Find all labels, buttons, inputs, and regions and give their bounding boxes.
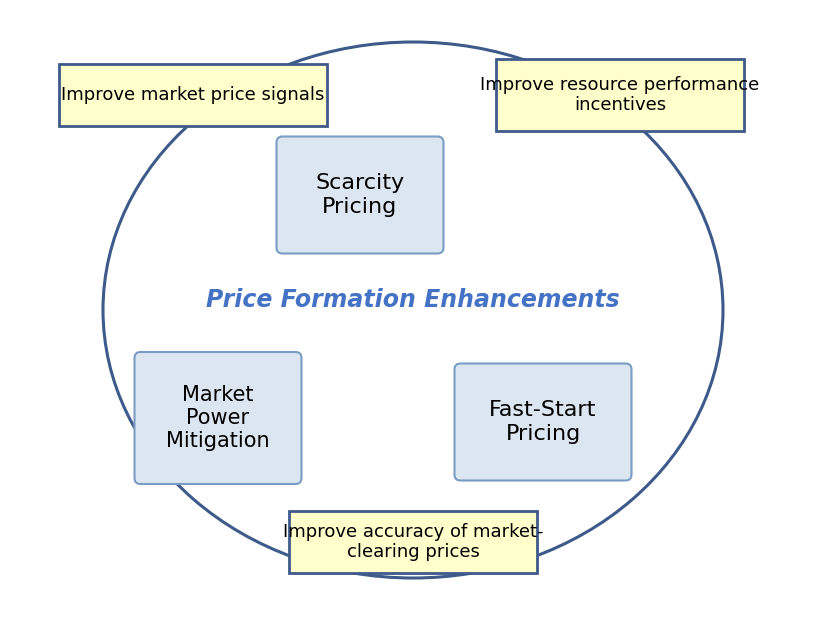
FancyBboxPatch shape — [496, 59, 744, 131]
Text: Improve accuracy of market-
clearing prices: Improve accuracy of market- clearing pri… — [282, 523, 544, 561]
Text: Fast-Start
Pricing: Fast-Start Pricing — [489, 401, 596, 443]
FancyBboxPatch shape — [277, 136, 444, 254]
Text: Improve market price signals: Improve market price signals — [61, 86, 325, 104]
FancyBboxPatch shape — [289, 511, 537, 573]
FancyBboxPatch shape — [59, 64, 327, 126]
FancyBboxPatch shape — [454, 363, 632, 480]
Text: Scarcity
Pricing: Scarcity Pricing — [316, 174, 405, 216]
Text: Price Formation Enhancements: Price Formation Enhancements — [206, 288, 620, 312]
Text: Improve resource performance
incentives: Improve resource performance incentives — [481, 76, 760, 115]
FancyBboxPatch shape — [135, 352, 301, 484]
Text: Market
Power
Mitigation: Market Power Mitigation — [166, 385, 270, 451]
